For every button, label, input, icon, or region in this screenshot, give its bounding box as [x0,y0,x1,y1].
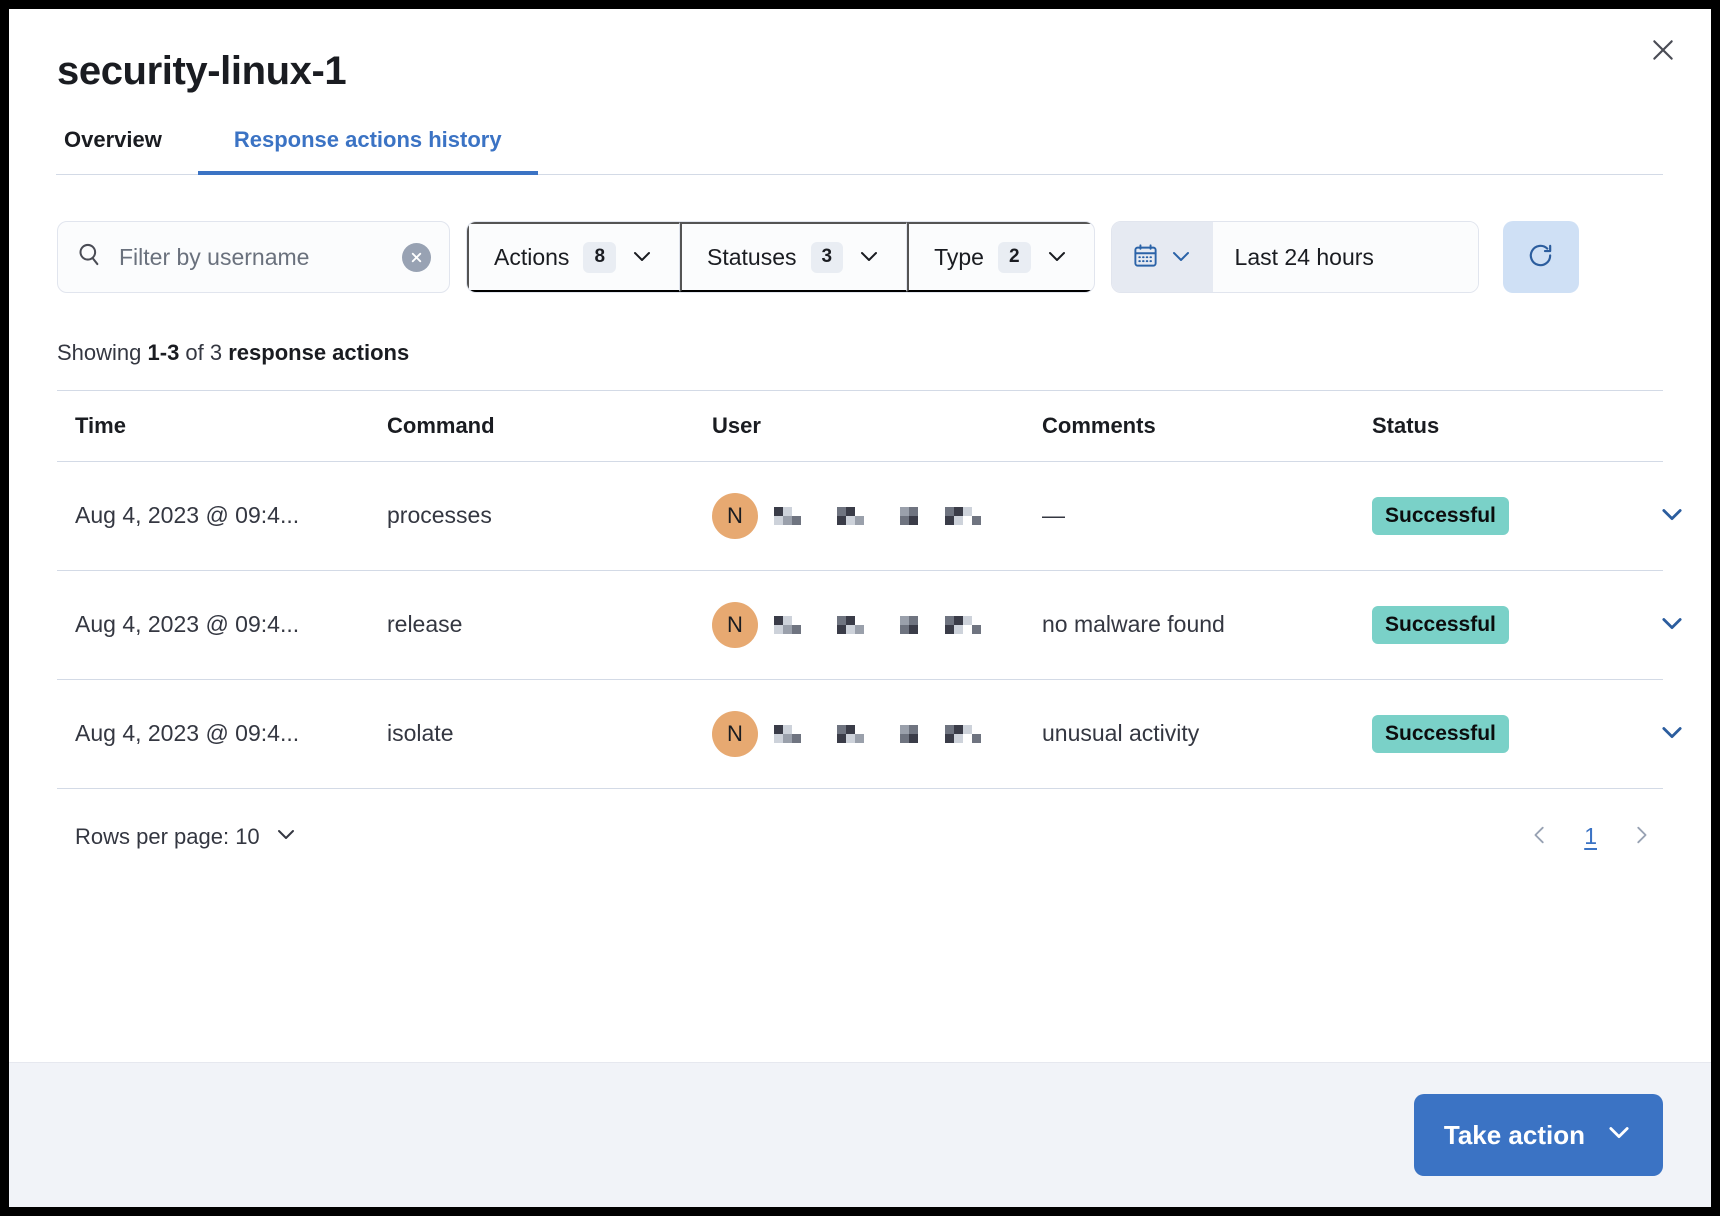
table-header-row: Time Command User Comments Status [57,389,1663,462]
tab-list: Overview Response actions history [56,127,1663,176]
expand-row-button[interactable] [1652,496,1692,536]
tab-overview[interactable]: Overview [56,127,198,175]
cell-comments: — [1042,461,1372,571]
avatar: N [712,492,758,539]
chevron-down-icon [1169,244,1193,271]
column-header-status: Status [1372,389,1652,462]
calendar-icon [1132,242,1159,272]
next-page-button[interactable] [1625,821,1657,853]
redacted-username [774,724,981,743]
filter-statuses[interactable]: Statuses 3 [680,222,908,293]
flyout-footer: Take action [9,1062,1711,1207]
cell-time: Aug 4, 2023 @ 09:4... [57,461,387,571]
cell-status: Successful [1372,570,1652,680]
pagination: Rows per page: 10 1 [57,821,1663,853]
cell-comments: unusual activity [1042,679,1372,789]
chevron-down-icon [630,244,654,271]
avatar: N [712,710,758,757]
table-row: Aug 4, 2023 @ 09:4... isolate N unusual … [57,679,1682,789]
chevron-down-icon [1658,718,1686,749]
cell-command: processes [387,461,712,571]
chevron-down-icon [1658,609,1686,640]
expand-row-button[interactable] [1652,714,1692,754]
column-header-expand [1652,389,1663,462]
chevron-left-icon [1529,822,1551,851]
redacted-username [774,506,981,525]
username-filter[interactable]: Filter by username [57,221,450,294]
search-input[interactable]: Filter by username [119,243,310,270]
response-actions-flyout: security-linux-1 Overview Response actio… [9,9,1711,1207]
cell-user: N [712,570,1042,680]
showing-middle: of 3 [179,340,229,366]
rows-per-page-label: Rows per page: 10 [75,823,260,849]
clear-icon[interactable] [402,242,431,272]
flyout-body: Filter by username Actions 8 [9,175,1711,1062]
date-range-value[interactable]: Last 24 hours [1212,222,1478,293]
response-actions-table: Time Command User Comments Status Aug 4,… [57,389,1682,789]
chevron-down-icon [1658,500,1686,531]
refresh-icon [1526,241,1555,273]
table-row: Aug 4, 2023 @ 09:4... processes N — Succ… [57,461,1682,571]
column-header-comments: Comments [1042,389,1372,462]
filter-statuses-count: 3 [810,242,844,273]
redacted-username [774,615,981,634]
page-number-1[interactable]: 1 [1578,823,1603,850]
results-summary: Showing 1-3 of 3 response actions [57,339,1663,368]
column-header-command: Command [387,389,712,462]
filter-type-label: Type [934,243,984,270]
filter-bar: Filter by username Actions 8 [57,221,1663,294]
expand-row-button[interactable] [1652,605,1692,645]
take-action-label: Take action [1443,1119,1585,1150]
chevron-down-icon [274,822,298,852]
cell-expand [1652,679,1682,789]
showing-prefix: Showing [57,340,148,366]
avatar: N [712,601,758,648]
cell-status: Successful [1372,461,1652,571]
filter-statuses-label: Statuses [707,243,797,270]
cell-time: Aug 4, 2023 @ 09:4... [57,570,387,680]
status-badge: Successful [1372,714,1509,754]
cell-command: isolate [387,679,712,789]
flyout-header: security-linux-1 Overview Response actio… [9,9,1711,176]
rows-per-page-button[interactable]: Rows per page: 10 [75,822,298,852]
date-quick-select-button[interactable] [1111,222,1213,293]
filter-type[interactable]: Type 2 [907,222,1094,293]
cell-expand [1652,570,1682,680]
filter-group: Actions 8 Statuses 3 Type 2 [466,221,1095,294]
status-badge: Successful [1372,496,1509,536]
date-range-picker: Last 24 hours [1110,221,1479,294]
tab-response-actions-history[interactable]: Response actions history [197,127,538,176]
cell-status: Successful [1372,679,1652,789]
chevron-down-icon [857,244,881,271]
refresh-button[interactable] [1502,221,1579,294]
page-controls: 1 [1524,821,1657,853]
showing-range: 1-3 [147,340,180,366]
column-header-user: User [712,389,1042,462]
table-row: Aug 4, 2023 @ 09:4... release N no malwa… [57,570,1682,680]
page-title: security-linux-1 [57,49,347,93]
close-button[interactable] [1639,27,1687,75]
chevron-down-icon [1045,244,1069,271]
previous-page-button[interactable] [1524,821,1556,853]
cell-user: N [712,679,1042,789]
cell-time: Aug 4, 2023 @ 09:4... [57,679,387,789]
cell-user: N [712,461,1042,571]
take-action-button[interactable]: Take action [1413,1094,1663,1176]
filter-actions-count: 8 [583,242,617,273]
showing-suffix: response actions [228,340,410,366]
cell-expand [1652,461,1682,571]
chevron-right-icon [1630,822,1652,851]
filter-type-count: 2 [997,242,1031,273]
cell-comments: no malware found [1042,570,1372,680]
chevron-down-icon [1605,1118,1633,1153]
close-icon [1650,37,1676,66]
column-header-time: Time [57,389,387,462]
filter-actions[interactable]: Actions 8 [467,222,681,293]
cell-command: release [387,570,712,680]
comments-value: — [1042,502,1065,529]
status-badge: Successful [1372,605,1509,645]
filter-actions-label: Actions [494,243,570,270]
search-icon [76,241,103,273]
